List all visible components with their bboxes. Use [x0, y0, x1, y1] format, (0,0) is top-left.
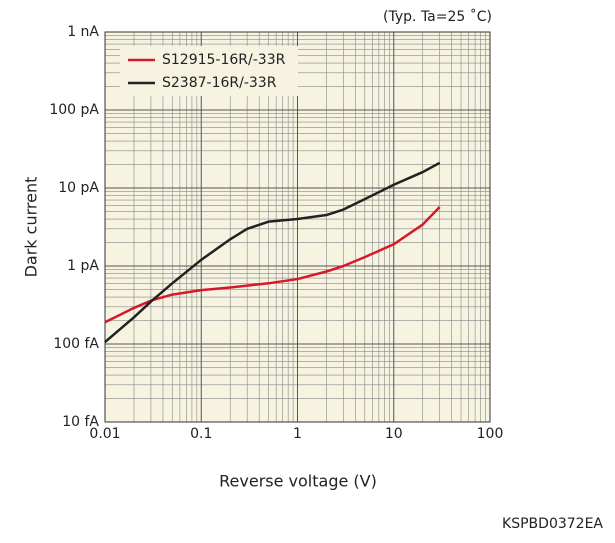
legend-label: S12915-16R/-33R — [162, 52, 286, 68]
x-tick-label: 10 — [385, 426, 403, 442]
x-tick-label: 100 — [477, 426, 504, 442]
legend-label: S2387-16R/-33R — [162, 75, 277, 91]
annotation: (Typ. Ta=25 ˚C) — [383, 8, 492, 25]
series-line — [104, 161, 441, 343]
y-tick-label: 10 fA — [62, 414, 99, 430]
y-axis-label: Dark current — [22, 177, 41, 278]
plot-frame — [104, 31, 491, 423]
x-tick-label: 0.01 — [89, 426, 120, 442]
y-tick-label: 100 fA — [53, 336, 99, 352]
legend-box — [120, 46, 298, 96]
y-tick-label: 10 pA — [58, 180, 99, 196]
x-tick-label: 1 — [293, 426, 302, 442]
x-axis-label: Reverse voltage (V) — [219, 472, 377, 491]
series-line — [104, 206, 441, 324]
x-tick-label: 0.1 — [190, 426, 212, 442]
y-tick-label: 1 pA — [67, 258, 99, 274]
y-tick-label: 1 nA — [67, 24, 99, 40]
figure-code: KSPBD0372EA — [502, 516, 603, 532]
y-tick-label: 100 pA — [49, 102, 99, 118]
